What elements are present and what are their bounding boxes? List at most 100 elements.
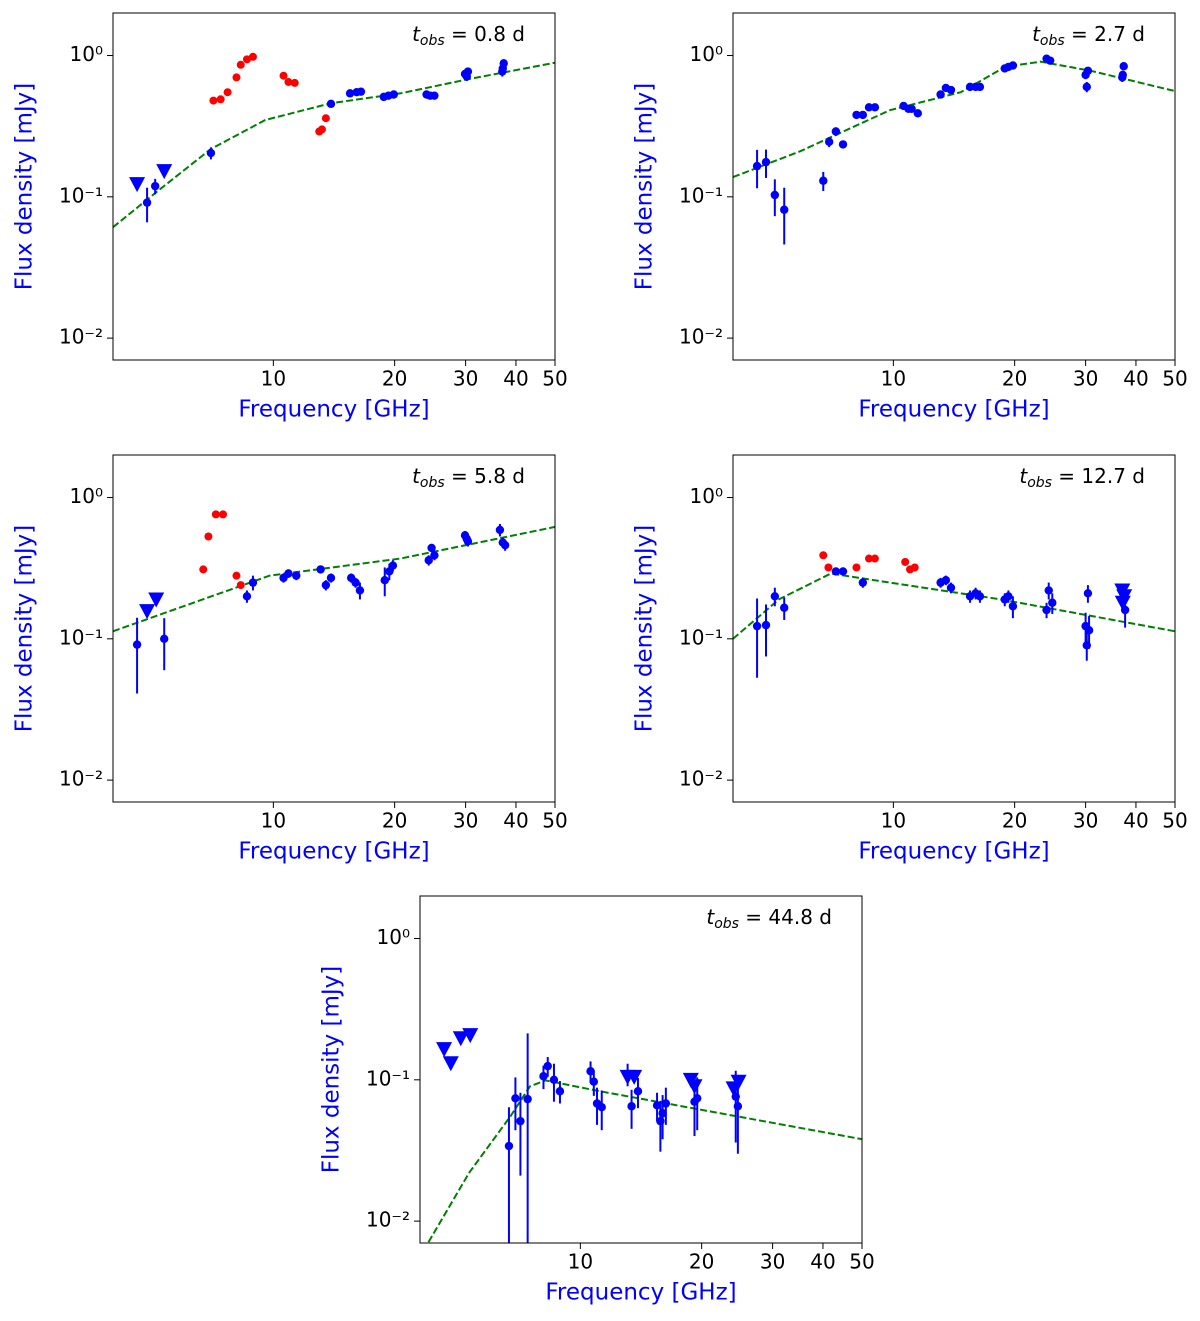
detection [1004,592,1013,601]
detection [752,161,762,171]
model-line [113,61,555,228]
detection [142,198,152,207]
y-tick-label: 10⁻² [679,767,723,791]
x-tick-label: 30 [760,1250,785,1274]
axes-frame [419,895,863,1244]
red-point [216,95,225,104]
y-tick-label: 10⁻¹ [679,183,723,207]
x-tick-label: 10 [881,367,906,391]
detection [389,90,398,99]
detection [1082,82,1091,92]
red-point [290,78,299,87]
detection [589,1077,599,1086]
detection [1083,66,1093,75]
detection [316,565,325,574]
detection [388,561,398,570]
detection [1048,598,1057,607]
y-tick-label: 10⁻¹ [366,1066,410,1090]
annotation-subscript: obs [1027,475,1052,491]
y-tick-label: 10⁻² [679,325,723,349]
panel: 10 20 30 40 50 10⁻² 10⁻¹ 10⁰ Frequency [GHz] Flux… [12,454,568,865]
detection [498,67,507,76]
detection [504,1141,514,1151]
detection [1083,589,1093,598]
detection [1045,56,1055,65]
detection [858,578,868,587]
upper-limit [626,1069,643,1085]
detection [831,127,841,136]
upper-limit [156,164,173,180]
panel: 10 20 30 40 50 10⁻² 10⁻¹ 10⁰ Frequency [GHz] Flux… [12,12,568,423]
upper-limit [139,604,156,620]
red-point [321,114,330,123]
detection [1118,70,1127,80]
annotation-symbol: t [412,22,421,46]
x-tick-label: 30 [1073,809,1098,833]
x-tick-label: 20 [689,1250,714,1274]
y-axis-label: Flux density [mJy] [632,525,658,733]
detection [132,640,142,649]
red-point [232,73,241,82]
detection [248,578,258,587]
y-tick-label: 10⁻¹ [59,183,103,207]
x-tick-label: 30 [453,809,478,833]
upper-limit [1114,595,1131,611]
detection [424,556,433,565]
detection [516,1116,525,1126]
annotation: tobs = 2.7 d [1032,22,1145,50]
x-tick-label: 10 [568,1250,593,1274]
annotation-symbol: t [412,464,421,488]
axes-frame [112,454,556,803]
detection [586,1067,595,1076]
x-tick-label: 40 [503,809,528,833]
red-point [317,125,326,134]
x-tick-label: 10 [881,809,906,833]
y-tick-label: 10⁰ [690,484,723,508]
detection [838,140,848,149]
model-line [427,1079,862,1243]
annotation-symbol: t [706,905,715,929]
y-tick-label: 10⁰ [690,42,723,66]
detection [946,85,956,95]
x-tick-label: 50 [1162,809,1187,833]
annotation-text: = 0.8 d [445,22,525,46]
x-tick-label: 50 [1162,367,1187,391]
x-tick-label: 50 [542,367,567,391]
detection [160,634,169,644]
detection [733,1102,743,1111]
y-axis-label: Flux density [mJy] [12,83,38,291]
detection [858,110,868,120]
annotation-subscript: obs [420,475,445,491]
x-axis-label: Frequency [GHz] [545,1280,736,1306]
detection [539,1072,548,1081]
detection [495,525,505,535]
plot-area [733,54,1175,245]
x-tick-label: 40 [810,1250,835,1274]
upper-limit [148,592,165,608]
detection [511,1094,520,1103]
upper-limit [462,1028,479,1044]
x-axis-label: Frequency [GHz] [858,397,1049,423]
x-tick-label: 10 [261,809,286,833]
red-point [236,581,245,590]
detection [1008,602,1018,611]
detection [761,157,771,167]
detection [549,1075,559,1085]
y-tick-label: 10⁻¹ [679,625,723,649]
detection [946,583,956,592]
plot-area [427,1028,862,1243]
detection [652,1101,662,1110]
x-axis-label: Frequency [GHz] [238,839,429,865]
detection [345,89,355,98]
detection [1119,62,1128,71]
annotation-symbol: t [1019,464,1028,488]
axes-frame [112,12,556,361]
x-tick-label: 10 [261,367,286,391]
y-tick-label: 10⁰ [377,925,410,949]
annotation: tobs = 12.7 d [1019,464,1145,492]
detection [761,620,771,630]
detection [427,543,436,553]
detection [150,181,160,191]
red-point [242,55,251,64]
